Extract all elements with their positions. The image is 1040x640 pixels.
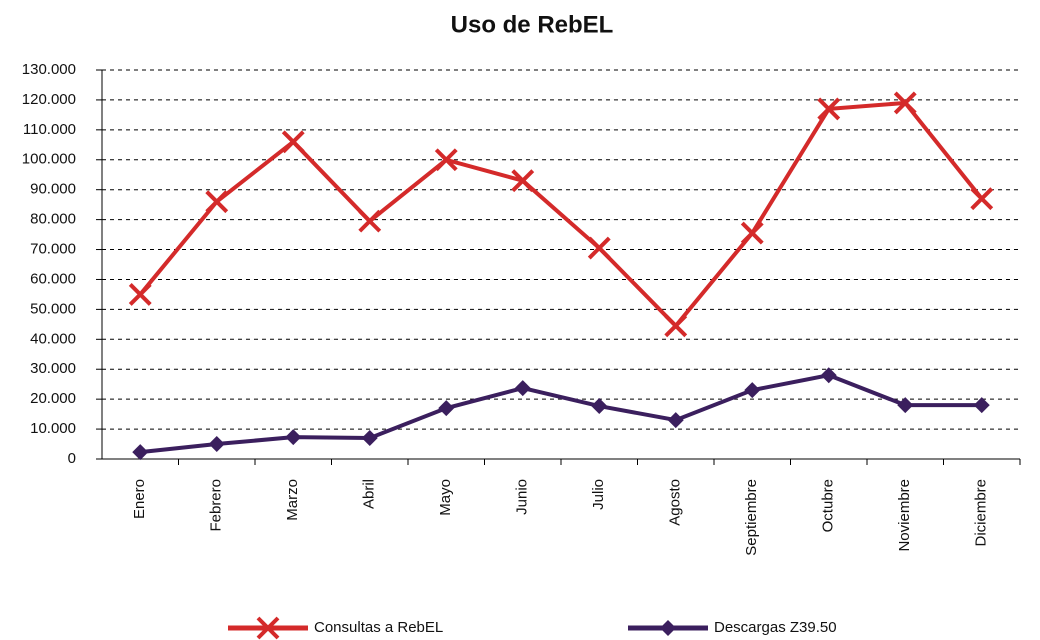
y-tick-label: 130.000	[22, 61, 76, 78]
data-point-stroke	[817, 97, 841, 121]
x-tick-label: Enero	[131, 479, 148, 519]
x-tick-label: Abril	[361, 479, 378, 509]
x-tick-label: Junio	[514, 479, 531, 515]
y-tick-label: 0	[68, 450, 76, 467]
data-point	[664, 314, 688, 338]
y-tick-label: 120.000	[22, 91, 76, 108]
data-point	[667, 412, 684, 429]
y-tick-label: 50.000	[30, 300, 76, 317]
data-point	[740, 221, 764, 245]
y-tick-label: 100.000	[22, 151, 76, 168]
y-tick-label: 60.000	[30, 270, 76, 287]
x-tick-label: Octubre	[820, 479, 837, 532]
data-point	[281, 130, 305, 154]
data-point	[128, 283, 152, 306]
legend-marker	[660, 620, 676, 636]
data-point	[358, 209, 382, 233]
data-point	[205, 190, 229, 214]
data-point	[208, 436, 225, 453]
x-tick-label: Julio	[590, 479, 607, 510]
x-tick-label: Febrero	[208, 479, 225, 532]
x-tick-label: Agosto	[667, 479, 684, 526]
data-point	[434, 148, 458, 172]
data-point-stroke	[281, 130, 305, 154]
x-tick-label: Noviembre	[896, 479, 913, 552]
x-tick-label: Mayo	[437, 479, 454, 516]
data-point-stroke	[740, 221, 764, 245]
data-point-stroke	[128, 283, 152, 306]
x-tick-label: Marzo	[284, 479, 301, 521]
data-point	[820, 367, 837, 384]
y-tick-label: 30.000	[30, 360, 76, 377]
x-tick-label: Diciembre	[973, 479, 990, 547]
data-point	[744, 382, 761, 399]
data-point	[893, 91, 917, 115]
y-tick-label: 110.000	[23, 121, 76, 138]
data-point	[587, 236, 611, 260]
chart-title: Uso de RebEL	[451, 11, 614, 38]
data-point	[511, 169, 535, 193]
y-tick-label: 70.000	[30, 241, 76, 258]
data-point-stroke	[358, 209, 382, 233]
data-point-stroke	[664, 314, 688, 338]
series-line	[138, 100, 984, 329]
legend-label: Consultas a RebEL	[314, 619, 443, 636]
data-point-stroke	[587, 236, 611, 260]
y-tick-label: 90.000	[30, 181, 76, 198]
data-point	[514, 380, 531, 397]
data-point-stroke	[511, 169, 535, 193]
legend-marker-stroke	[256, 616, 280, 640]
data-point	[438, 400, 455, 417]
x-tick-label: Septiembre	[743, 479, 760, 556]
data-point	[361, 430, 378, 447]
data-point	[591, 398, 608, 415]
data-point	[970, 187, 994, 211]
y-tick-label: 80.000	[30, 211, 76, 228]
y-tick-label: 20.000	[30, 390, 76, 407]
data-point	[973, 397, 990, 414]
data-point	[897, 397, 914, 414]
legend-marker	[256, 616, 280, 640]
data-point-stroke	[434, 148, 458, 172]
data-point-stroke	[893, 91, 917, 115]
data-point-stroke	[970, 187, 994, 211]
y-tick-label: 40.000	[30, 330, 76, 347]
data-point-stroke	[205, 190, 229, 214]
series-line	[140, 373, 982, 455]
data-point	[132, 444, 149, 461]
legend-label: Descargas Z39.50	[714, 619, 837, 636]
y-tick-label: 10.000	[30, 420, 76, 437]
data-point	[817, 97, 841, 121]
data-point	[285, 429, 302, 446]
